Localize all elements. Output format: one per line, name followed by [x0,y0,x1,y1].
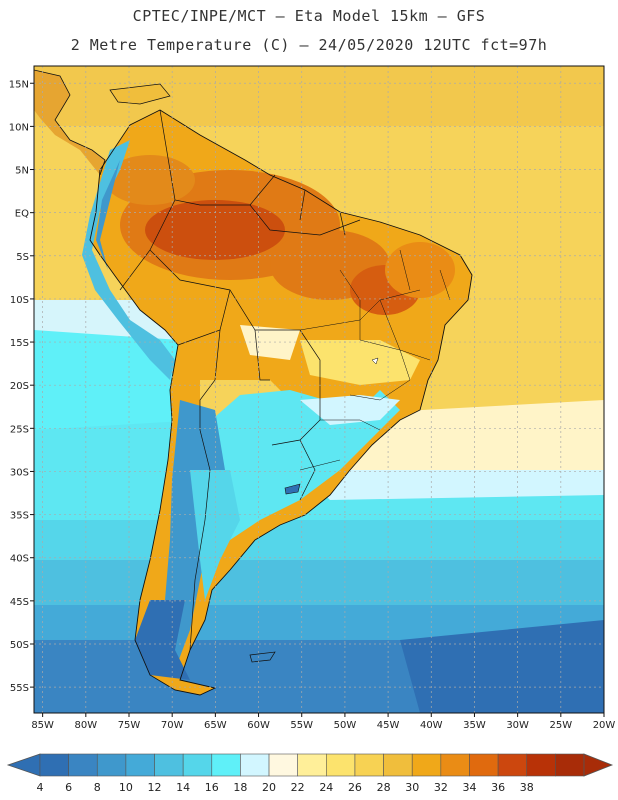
lon-label: 50W [334,720,357,731]
lat-label: 30S [10,467,29,478]
colorbar [6,753,614,777]
lon-label: 45W [377,720,400,731]
colorbar-bin [383,753,413,777]
colorbar-tick-label: 20 [262,781,277,794]
lat-label: 5N [15,166,29,177]
lat-label: 25S [10,424,29,435]
colorbar-bin [469,753,499,777]
colorbar-tick-label: 32 [433,781,448,794]
colorbar-bin [411,753,442,777]
colorbar-tick-label: 34 [462,781,477,794]
colorbar-tick-label: 14 [176,781,191,794]
colorbar-tick-label: 6 [65,781,73,794]
lon-label: 55W [290,720,313,731]
colorbar-bin [297,753,327,777]
colorbar-tick-label: 38 [519,781,534,794]
lat-label: 15S [10,338,29,349]
lat-label: EQ [15,209,29,220]
lon-label: 75W [118,720,141,731]
lat-label: 40S [10,554,29,565]
graticule [34,66,604,713]
lat-label: 50S [10,640,29,651]
lat-label: 15N [9,79,29,90]
colorbar-bin [182,753,213,777]
colorbar-bin [96,753,127,777]
lon-label: 25W [550,720,573,731]
colorbar-bin [211,753,241,777]
lat-label: 10S [10,295,29,306]
lon-label: 30W [506,720,529,731]
colorbar-tick-label: 4 [36,781,44,794]
colorbar-bin [68,753,98,777]
colorbar-bin [39,753,69,777]
colorbar-tick-label: 8 [93,781,101,794]
colorbar-bin [268,753,298,777]
colorbar-bin [354,753,384,777]
lat-label: 45S [10,597,29,608]
lat-label: 5S [16,252,29,263]
colorbar-tick-label: 16 [204,781,219,794]
colorbar-tick-label: 12 [147,781,162,794]
colorbar-bin [440,753,470,777]
colorbar-over-arrow [583,753,614,777]
lon-label: 35W [463,720,486,731]
lon-label: 65W [204,720,227,731]
plot-frame [33,65,605,714]
axis-ticks: 15N 10N 5N EQ 5S 10S 15S 20S 25S 30S 35S 40S 45S 50S 5… [9,79,616,731]
colorbar-bin [497,753,528,777]
lon-label: 80W [75,720,98,731]
lat-label: 20S [10,381,29,392]
colorbar-tick-label: 26 [347,781,362,794]
colorbar-bin [154,753,184,777]
colorbar-tick-label: 36 [491,781,506,794]
lat-label: 55S [10,683,29,694]
colorbar-bin [240,753,270,777]
lon-label: 20W [593,720,616,731]
colorbar-tick-label: 10 [118,781,133,794]
map-title-line1: CPTEC/INPE/MCT – Eta Model 15km – GFS [132,7,486,25]
colorbar-tick-label: 28 [376,781,391,794]
colorbar-tick-label: 22 [290,781,305,794]
lon-label: 60W [247,720,270,731]
colorbar-tick-label: 24 [319,781,334,794]
colorbar-tick-label: 18 [233,781,248,794]
lon-label: 70W [161,720,184,731]
colorbar-tick-label: 30 [405,781,420,794]
map-field [34,66,604,713]
colorbar-under-arrow [6,753,41,777]
lat-label: 35S [10,511,29,522]
map-title-line2: 2 Metre Temperature (C) – 24/05/2020 12U… [70,36,548,54]
colorbar-bin [125,753,155,777]
colorbar-bin [326,753,356,777]
lat-label: 10N [9,122,29,133]
lon-label: 85W [31,720,54,731]
colorbar-bin [555,753,585,777]
colorbar-bin [526,753,556,777]
lon-label: 40W [420,720,443,731]
